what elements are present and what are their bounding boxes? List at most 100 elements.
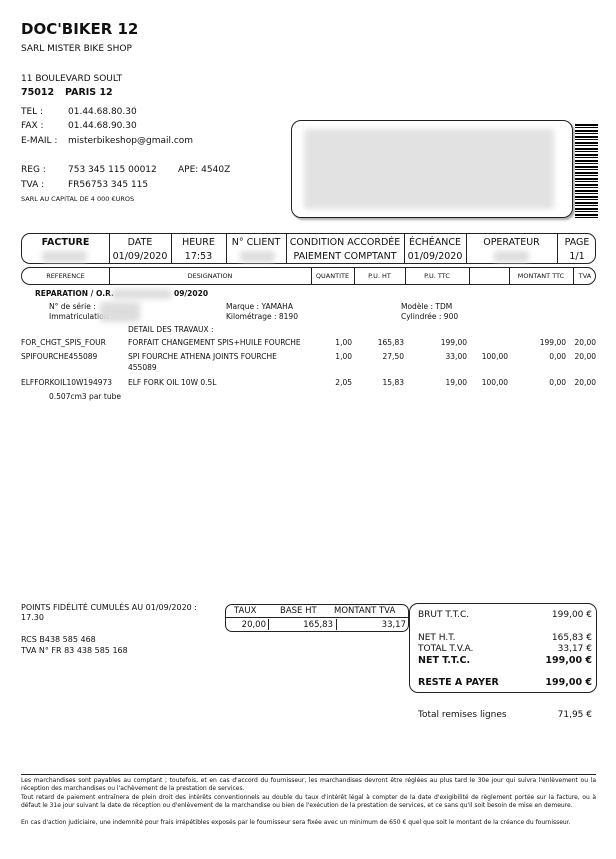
company-city: PARIS 12: [65, 87, 113, 98]
col-pu-ht: P.U. HT: [368, 272, 391, 280]
repair-or-suffix: 09/2020: [174, 289, 209, 298]
net-ht: 165,83 €: [551, 633, 592, 643]
echeance-label: ÉCHÉANCE: [408, 237, 462, 248]
vat-header-taux: TAUX: [234, 606, 257, 616]
col-designation: DESIGNATION: [187, 272, 233, 280]
tel: 01.44.68.80.30: [68, 107, 137, 117]
echeance: 01/09/2020: [407, 251, 463, 262]
col-montant-ttc: MONTANT TTC: [517, 272, 565, 280]
items-column-header: REFERENCE DESIGNATION QUANTITE P.U. HT P…: [21, 267, 596, 285]
date: 01/09/2020: [112, 251, 168, 262]
fax-label: FAX :: [21, 121, 44, 131]
company-postcode: 75012: [21, 87, 55, 98]
item-montant: 199,00: [539, 338, 566, 347]
detail-label: DETAIL DES TRAVAUX :: [128, 325, 214, 334]
rcs: RCS B438 585 468: [21, 635, 96, 644]
item-ref: SPIFOURCHE455089: [21, 352, 98, 361]
barcode: [575, 124, 598, 218]
modele: Modèle : TDM: [401, 302, 453, 311]
redacted-client-number: [240, 251, 275, 262]
total-tva: 33,17 €: [557, 644, 592, 654]
col-reference: REFERENCE: [46, 272, 85, 280]
item-note: 0.507cm3 par tube: [49, 392, 121, 401]
legal-3: En cas d'action judiciaire, une indemnit…: [21, 819, 571, 826]
condition-label: CONDITION ACCORDÉE: [289, 237, 401, 248]
repair-label: REPARATION / O.R.: [35, 289, 114, 298]
operateur-label: OPERATEUR: [483, 237, 540, 248]
heure-label: HEURE: [182, 237, 215, 248]
tva: FR56753 345 115: [68, 180, 149, 190]
tva-label: TVA :: [21, 180, 45, 190]
item-pu-ttc: 33,00: [445, 352, 467, 361]
total-tva-label: TOTAL T.V.A.: [418, 644, 474, 654]
col-remise: [469, 268, 509, 284]
company-address: 11 BOULEVARD SOULT: [21, 74, 123, 84]
net-ttc: 199,00 €: [545, 655, 592, 666]
col-tva: TVA: [578, 272, 592, 280]
page-label: PAGE: [564, 237, 590, 248]
brut: 199,00 €: [551, 610, 592, 620]
item-montant: 0,00: [549, 378, 566, 387]
loyalty-value: 17.30: [21, 613, 44, 622]
item-designation: ELF FORK OIL 10W 0.5L: [128, 378, 217, 387]
reg: 753 345 115 00012: [68, 165, 157, 175]
vat-table: TAUX BASE HT MONTANT TVA 20,00 165,83 33…: [225, 604, 410, 632]
date-label: DATE: [127, 237, 153, 248]
item-pu-ttc: 19,00: [445, 378, 467, 387]
immat-label: Immatriculation :: [49, 312, 114, 321]
vat-montant: 33,17: [381, 620, 406, 630]
email-label: E-MAIL :: [21, 136, 58, 146]
redacted-operator: [494, 251, 529, 262]
reste-a-payer: 199,00 €: [545, 677, 592, 688]
tel-label: TEL :: [21, 107, 44, 117]
company-legal-name: SARL MISTER BIKE SHOP: [21, 44, 132, 54]
col-pu-ttc: P.U. TTC: [424, 272, 450, 280]
item-pu-ht: 27,50: [382, 352, 404, 361]
redacted-invoice-number: [42, 251, 87, 262]
item-remise: 100,00: [481, 378, 508, 387]
item-pu-ht: 165,83: [377, 338, 404, 347]
item-ref: FOR_CHGT_SPIS_FOUR: [21, 338, 106, 347]
item-remise: 100,00: [481, 352, 508, 361]
tva-intra: TVA N° FR 83 438 585 168: [21, 646, 128, 655]
item-designation: FORFAIT CHANGEMENT SPIS+HUILE FOURCHE: [128, 338, 301, 347]
item-qty: 1,00: [335, 338, 352, 347]
item-qty: 1,00: [335, 352, 352, 361]
client-label: N° CLIENT: [231, 237, 281, 248]
item-tva: 20,00: [574, 338, 596, 347]
serie-label: N° de série :: [49, 302, 96, 311]
vat-header-montant: MONTANT TVA: [334, 606, 396, 616]
item-designation: SPI FOURCHE ATHENA JOINTS FOURCHE: [128, 352, 277, 361]
cylindree: Cylindrée : 900: [401, 312, 459, 321]
item-tva: 20,00: [574, 378, 596, 387]
invoice-header-box: FACTURE DATE 01/09/2020 HEURE 17:53 N° C…: [21, 233, 596, 264]
redacted-or-number: [112, 289, 172, 299]
vat-base: 165,83: [303, 620, 333, 630]
capital: SARL AU CAPITAL DE 4 000 €UROS: [21, 195, 135, 203]
col-quantite: QUANTITE: [315, 272, 350, 280]
ape: APE: 4540Z: [178, 165, 231, 175]
heure: 17:53: [184, 251, 213, 262]
kilometrage: Kilométrage : 8190: [226, 312, 298, 321]
redacted-address: [304, 129, 554, 209]
vat-header-base: BASE HT: [280, 606, 317, 616]
remises-value: 71,95 €: [557, 710, 592, 720]
item-designation-2: 455089: [128, 363, 157, 372]
net-ht-label: NET H.T.: [418, 633, 456, 643]
facture-label: FACTURE: [41, 237, 90, 248]
vat-taux: 20,00: [241, 620, 266, 630]
redacted-vehicle-ids: [100, 302, 140, 322]
reg-label: REG :: [21, 165, 46, 175]
condition: PAIEMENT COMPTANT: [293, 251, 397, 262]
email: misterbikeshop@gmail.com: [68, 136, 194, 146]
item-ref: ELFFORKOIL10W194973: [21, 378, 113, 387]
company-name: DOC'BIKER 12: [21, 20, 139, 38]
legal-2: Tout retard de paiement entraînera de pl…: [21, 794, 596, 809]
marque: Marque : YAMAHA: [226, 302, 293, 311]
brut-label: BRUT T.T.C.: [418, 610, 470, 620]
remises-label: Total remises lignes: [418, 710, 507, 720]
fax: 01.44.68.90.30: [68, 121, 137, 131]
item-pu-ht: 15,83: [382, 378, 404, 387]
item-tva: 20,00: [574, 352, 596, 361]
legal-1: Les marchandises sont payables au compta…: [21, 777, 596, 792]
